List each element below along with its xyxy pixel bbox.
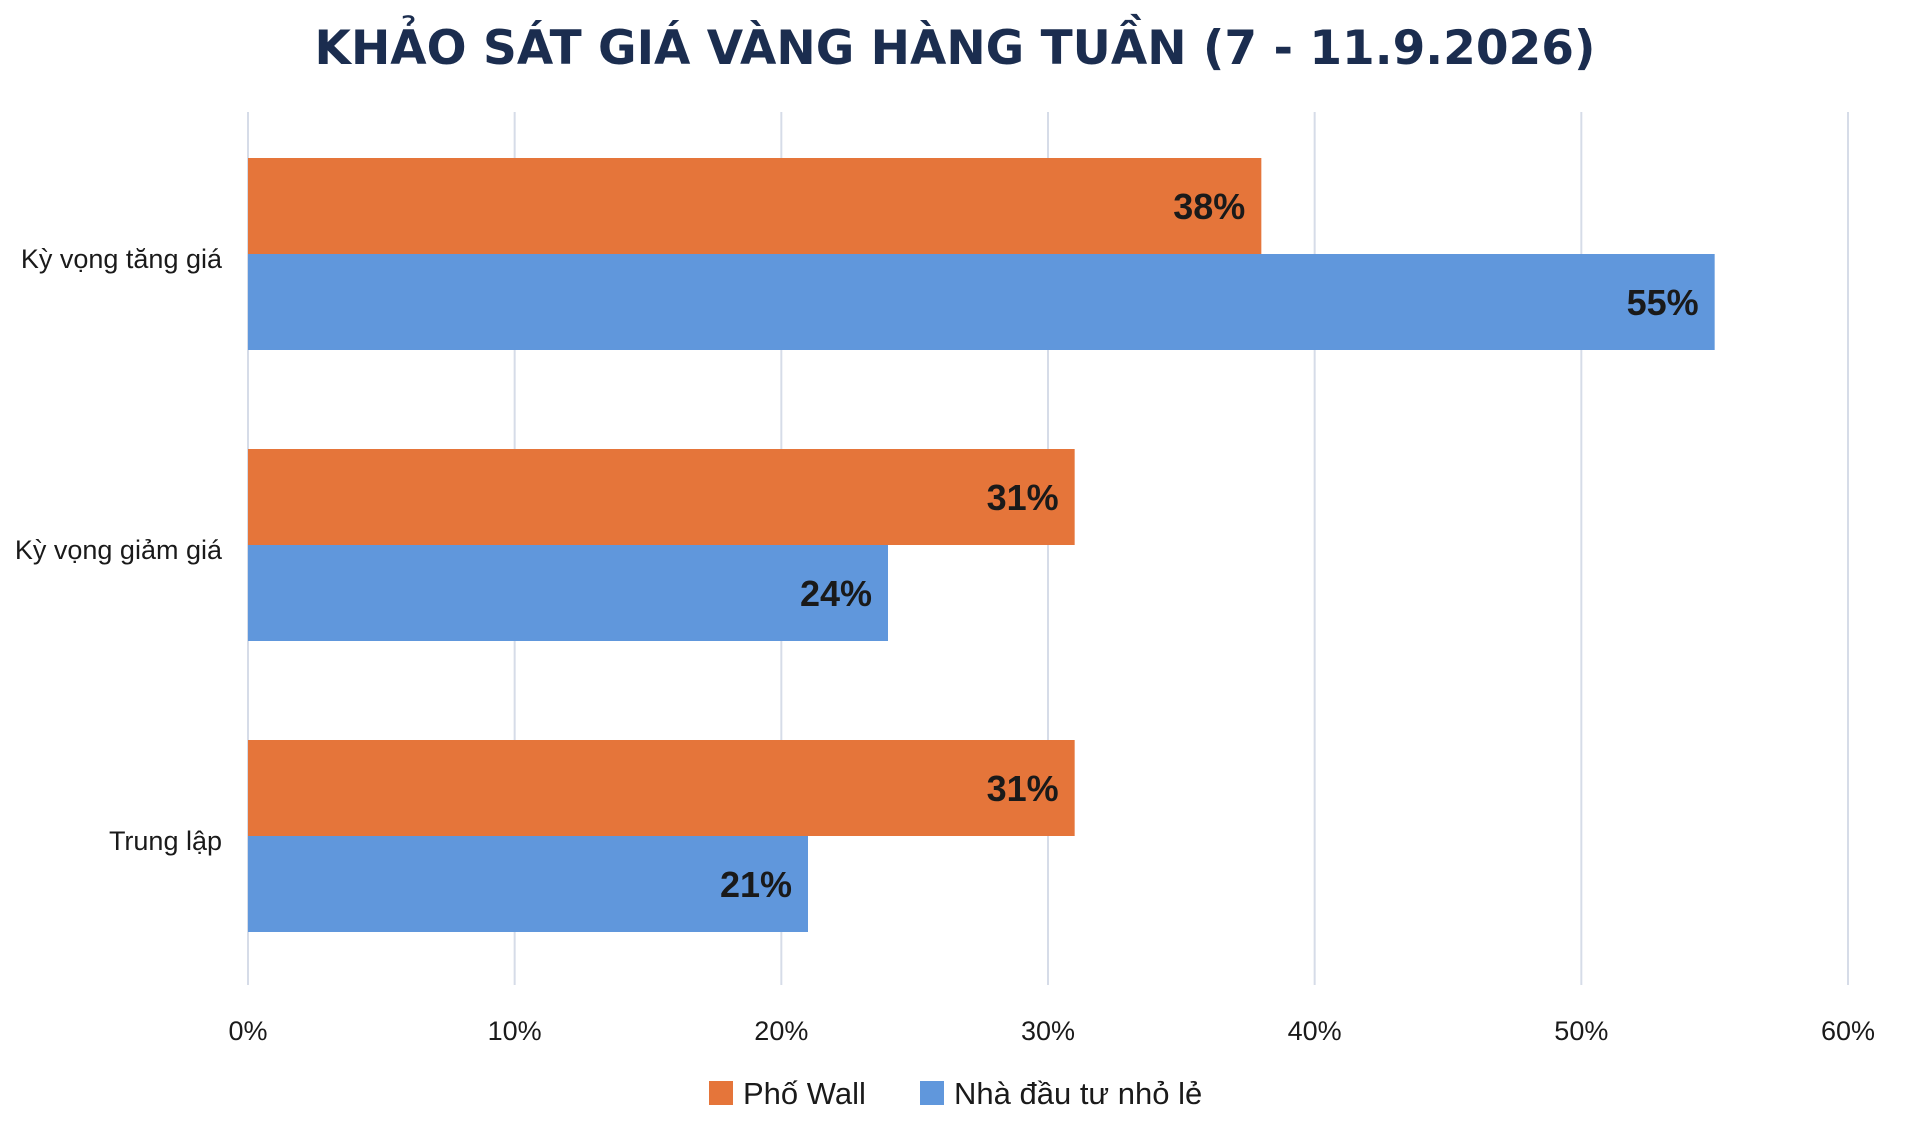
x-tick-label: 60%: [1821, 1016, 1875, 1046]
category-labels: Kỳ vọng tăng giá Kỳ vọng giảm giá Trung lậ…: [15, 244, 223, 856]
bar: [248, 254, 1715, 350]
x-tick-label: 40%: [1288, 1016, 1342, 1046]
legend-label: Nhà đầu tư nhỏ lẻ: [954, 1076, 1202, 1111]
category-label: Trung lập: [109, 826, 222, 856]
data-label: 21%: [720, 864, 792, 905]
chart-title: KHẢO SÁT GIÁ VÀNG HÀNG TUẦN (7 - 11.9.20…: [315, 15, 1596, 76]
data-label: 31%: [987, 477, 1059, 518]
legend-label: Phố Wall: [743, 1076, 866, 1111]
x-tick-label: 50%: [1554, 1016, 1608, 1046]
bar: [248, 836, 808, 932]
data-label: 24%: [800, 573, 872, 614]
data-label: 31%: [987, 768, 1059, 809]
legend-swatch: [920, 1081, 944, 1105]
bar: [248, 449, 1075, 545]
data-labels: 38% 55% 31% 24% 31% 21%: [720, 186, 1699, 905]
legend: Phố Wall Nhà đầu tư nhỏ lẻ: [709, 1076, 1202, 1111]
bar: [248, 740, 1075, 836]
x-tick-label: 0%: [228, 1016, 267, 1046]
data-label: 55%: [1627, 282, 1699, 323]
bar: [248, 545, 888, 641]
category-label: Kỳ vọng giảm giá: [15, 535, 223, 565]
legend-swatch: [709, 1081, 733, 1105]
x-tick-label: 20%: [754, 1016, 808, 1046]
x-tick-label: 10%: [488, 1016, 542, 1046]
x-tick-label: 30%: [1021, 1016, 1075, 1046]
category-label: Kỳ vọng tăng giá: [21, 244, 223, 274]
bar: [248, 158, 1262, 254]
x-axis-ticks: 0% 10% 20% 30% 40% 50% 60%: [228, 1016, 1875, 1046]
data-label: 38%: [1173, 186, 1245, 227]
bars: [248, 158, 1715, 932]
